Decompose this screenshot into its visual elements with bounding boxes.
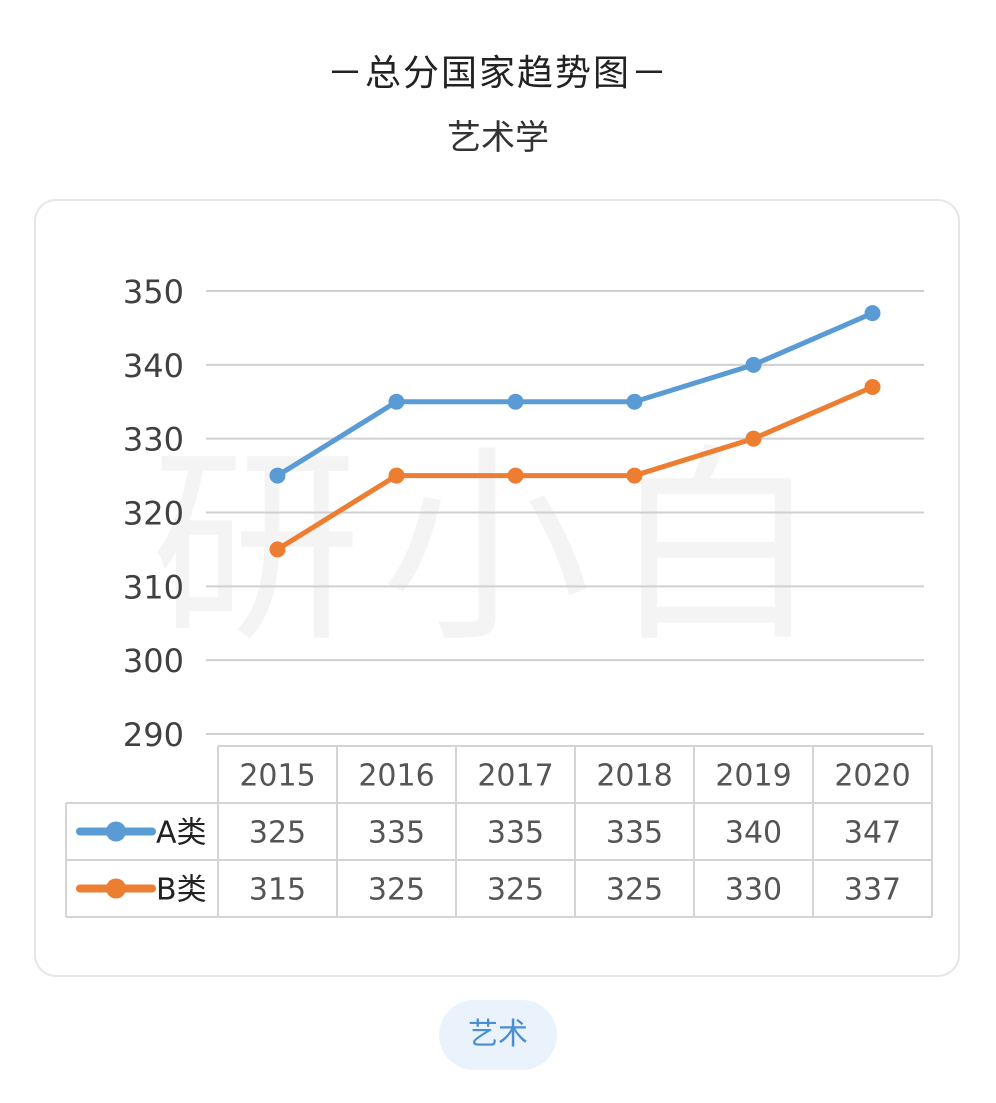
chart-card: 研小白 290 300 310 320 330 340 350 2015 2016 2017 201… bbox=[34, 199, 960, 977]
series-line-1 bbox=[275, 384, 875, 552]
data-point-0-2 bbox=[507, 393, 524, 410]
y-tick-label-330: 330 bbox=[123, 421, 184, 459]
data-label-0-3: 335 bbox=[606, 816, 663, 851]
category-label-2019: 2019 bbox=[715, 759, 791, 794]
data-label-1-2: 325 bbox=[487, 873, 544, 908]
data-point-0-3 bbox=[626, 393, 643, 410]
watermark: 研小白 bbox=[151, 426, 841, 671]
data-label-1-5: 337 bbox=[844, 873, 901, 908]
category-label-2015: 2015 bbox=[239, 759, 315, 794]
category-label-2018: 2018 bbox=[596, 759, 672, 794]
page-subtitle: 艺术学 bbox=[447, 118, 549, 158]
category-label-2017: 2017 bbox=[477, 759, 553, 794]
category-label-2016: 2016 bbox=[358, 759, 434, 794]
data-label-0-5: 347 bbox=[844, 816, 901, 851]
data-point-1-1 bbox=[388, 467, 405, 484]
data-point-0-1 bbox=[388, 393, 405, 410]
data-point-1-2 bbox=[507, 467, 524, 484]
data-label-1-3: 325 bbox=[606, 873, 663, 908]
y-tick-label-300: 300 bbox=[123, 642, 184, 680]
data-point-0-4 bbox=[745, 356, 762, 373]
legend-label-1: B类 bbox=[156, 873, 207, 908]
data-label-0-0: 325 bbox=[249, 816, 306, 851]
data-label-1-1: 325 bbox=[368, 873, 425, 908]
y-tick-label-290: 290 bbox=[123, 716, 184, 754]
y-tick-label-310: 310 bbox=[123, 568, 184, 606]
data-label-0-1: 335 bbox=[368, 816, 425, 851]
data-label-1-4: 330 bbox=[725, 873, 782, 908]
y-tick-label-350: 350 bbox=[123, 273, 184, 311]
legend-marker-1 bbox=[106, 878, 126, 899]
legend-label-0: A类 bbox=[156, 816, 207, 851]
y-tick-label-320: 320 bbox=[123, 495, 184, 533]
data-point-1-4 bbox=[745, 430, 762, 447]
category-label-2020: 2020 bbox=[834, 759, 910, 794]
category-tag[interactable]: 艺术 bbox=[439, 1000, 557, 1070]
data-label-0-4: 340 bbox=[725, 816, 782, 851]
data-label-1-0: 315 bbox=[249, 873, 306, 908]
data-point-1-0 bbox=[269, 541, 286, 558]
line-chart: 研小白 290 300 310 320 330 340 350 2015 2016 2017 201… bbox=[65, 273, 933, 918]
series-line-0 bbox=[275, 310, 875, 479]
data-point-0-5 bbox=[864, 305, 881, 322]
data-point-1-3 bbox=[626, 467, 643, 484]
y-tick-label-340: 340 bbox=[123, 347, 184, 385]
data-point-1-5 bbox=[864, 378, 881, 395]
page-title: －总分国家趋势图－ bbox=[326, 53, 669, 94]
legend-marker-0 bbox=[106, 821, 126, 842]
data-point-0-0 bbox=[269, 467, 286, 484]
data-label-0-2: 335 bbox=[487, 816, 544, 851]
